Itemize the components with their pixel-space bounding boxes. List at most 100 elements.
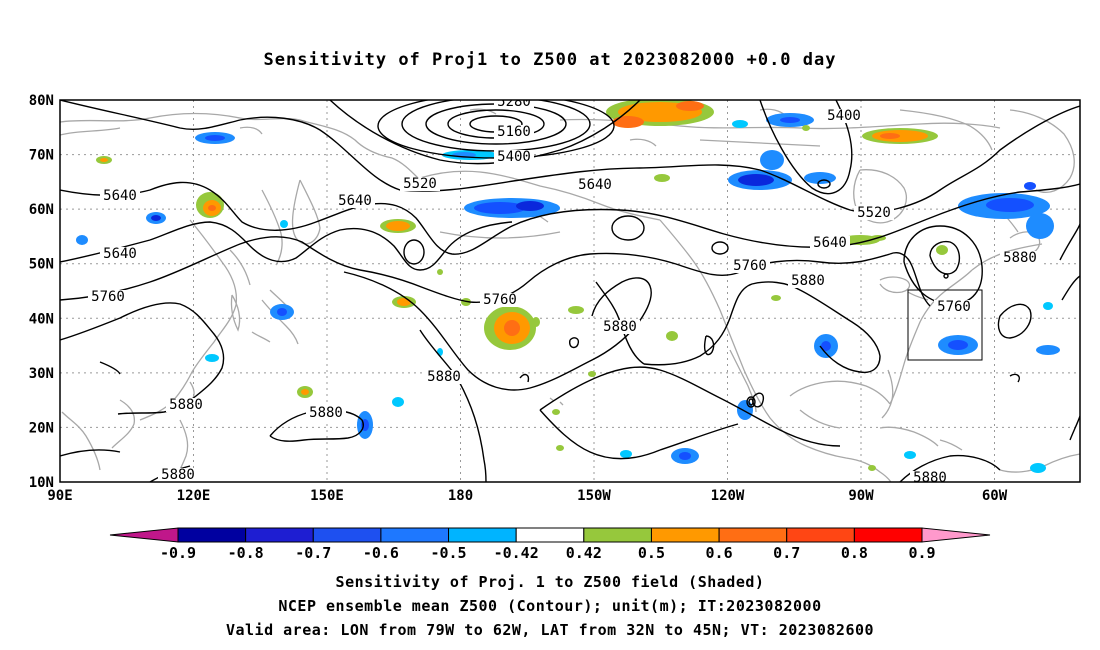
latitude-labels: 80N 70N 60N 50N 40N 30N 20N 10N bbox=[29, 93, 54, 491]
colorbar-right-tip bbox=[921, 527, 991, 543]
contour-label-bg bbox=[600, 320, 640, 334]
shade-blob bbox=[556, 445, 564, 451]
lon-label: 90E bbox=[47, 488, 72, 504]
shade-blob bbox=[437, 269, 443, 275]
contour-label: 5880 bbox=[603, 319, 637, 335]
contour-label: 5880 bbox=[1003, 250, 1037, 266]
colorbar-tick-label: -0.5 bbox=[430, 544, 466, 562]
caption-line-3: Valid area: LON from 79W to 62W, LAT fro… bbox=[225, 621, 875, 639]
shade-blob bbox=[208, 205, 216, 211]
shade-blob bbox=[732, 120, 748, 128]
shade-blob bbox=[676, 101, 704, 111]
contour-label-bg bbox=[424, 370, 464, 384]
contour-label: 5280 bbox=[497, 94, 531, 110]
shade-blob bbox=[588, 371, 596, 377]
lon-label: 120E bbox=[177, 488, 211, 504]
contour-label-bg bbox=[100, 189, 140, 203]
shade-blob bbox=[620, 450, 632, 458]
shade-blob bbox=[737, 400, 753, 420]
contour-label-bg bbox=[306, 406, 346, 420]
shade-blob bbox=[771, 295, 781, 301]
shade-blob bbox=[397, 298, 411, 306]
contour-label-bg bbox=[480, 293, 520, 307]
lon-label: 150W bbox=[577, 488, 611, 504]
contour-label: 5640 bbox=[103, 246, 137, 262]
contour-label: 5880 bbox=[913, 470, 947, 486]
lon-label: 90W bbox=[848, 488, 874, 504]
contour-label-bg bbox=[854, 206, 894, 220]
shade-blob bbox=[1030, 463, 1046, 473]
lon-label: 150E bbox=[310, 488, 344, 504]
lat-label: 20N bbox=[29, 420, 54, 436]
contour-label-bg bbox=[494, 150, 534, 164]
contour-label: 5760 bbox=[483, 292, 517, 308]
shade-blob bbox=[738, 174, 774, 186]
colorbar-swatch bbox=[515, 527, 585, 543]
shade-blob bbox=[1024, 182, 1036, 190]
contour-label: 5880 bbox=[309, 405, 343, 421]
map-frame bbox=[59, 99, 1081, 483]
lat-label: 60N bbox=[29, 202, 54, 218]
lat-label: 70N bbox=[29, 148, 54, 164]
colorbar-swatch bbox=[245, 527, 314, 543]
colorbar-swatch bbox=[448, 527, 517, 543]
contour-label-bg bbox=[810, 236, 850, 250]
chart-title: Sensitivity of Proj1 to Z500 at 20230820… bbox=[263, 50, 837, 70]
contour-label-bg bbox=[166, 398, 206, 412]
lon-label: 180 bbox=[448, 488, 473, 504]
shade-blob bbox=[666, 331, 678, 341]
lat-label: 30N bbox=[29, 366, 54, 382]
shade-blob bbox=[277, 308, 287, 316]
colorbar-left-tip bbox=[109, 527, 179, 543]
contour-label: 5760 bbox=[91, 289, 125, 305]
contour-label-bg bbox=[335, 194, 375, 208]
colorbar-tick-label: 0.42 bbox=[566, 544, 602, 562]
colorbar-tick-label: -0.9 bbox=[160, 544, 196, 562]
colorbar-tick-label: -0.42 bbox=[494, 544, 539, 562]
contour-label: 5880 bbox=[427, 369, 461, 385]
colorbar-tick-label: 0.5 bbox=[638, 544, 665, 562]
contour-label-bg bbox=[575, 178, 615, 192]
colorbar-tick-label: 0.9 bbox=[908, 544, 935, 562]
colorbar-tick-label: 0.8 bbox=[841, 544, 868, 562]
colorbar-tick-label: -0.8 bbox=[228, 544, 264, 562]
shade-blob bbox=[654, 174, 670, 182]
contour-label: 5760 bbox=[733, 258, 767, 274]
shade-blob bbox=[904, 451, 916, 459]
lat-label: 80N bbox=[29, 93, 54, 109]
colorbar-swatch bbox=[312, 527, 382, 543]
lon-label: 120W bbox=[711, 488, 745, 504]
sensitivity-shading bbox=[76, 100, 1060, 473]
lat-label: 40N bbox=[29, 311, 54, 327]
longitude-labels: 90E 120E 150E 180 150W 120W 90W 60W bbox=[47, 488, 1007, 504]
colorbar-tick-label: -0.7 bbox=[295, 544, 331, 562]
contour-label-bg bbox=[494, 125, 534, 139]
contour-label-bg bbox=[934, 300, 974, 314]
shade-blob bbox=[532, 317, 540, 327]
contour-label: 5880 bbox=[791, 273, 825, 289]
contour-label-bg bbox=[400, 177, 440, 191]
shade-blob bbox=[936, 245, 948, 255]
contour-label: 5640 bbox=[578, 177, 612, 193]
contour-label: 5640 bbox=[813, 235, 847, 251]
contour-label: 5400 bbox=[827, 108, 861, 124]
colorbar-swatch bbox=[786, 527, 855, 543]
contour-label-bg bbox=[494, 100, 534, 109]
contour-label-bg bbox=[1000, 251, 1040, 265]
map-background bbox=[60, 100, 1080, 482]
shade-blob bbox=[386, 221, 410, 231]
contour-label-bg bbox=[788, 274, 828, 288]
shade-blob bbox=[151, 215, 161, 221]
colorbar-tick-label: 0.6 bbox=[706, 544, 733, 562]
shade-blob bbox=[205, 135, 225, 141]
shade-blob bbox=[504, 320, 520, 336]
contour-label-bg bbox=[158, 468, 198, 482]
shade-blob bbox=[948, 340, 968, 350]
shade-blob bbox=[802, 125, 810, 131]
contour-label: 5760 bbox=[937, 299, 971, 315]
caption-line-1: Sensitivity of Proj. 1 to Z500 field (Sh… bbox=[335, 573, 765, 591]
shade-blob bbox=[552, 409, 560, 415]
contour-label-bg bbox=[100, 247, 140, 261]
contour-label: 5520 bbox=[403, 176, 437, 192]
